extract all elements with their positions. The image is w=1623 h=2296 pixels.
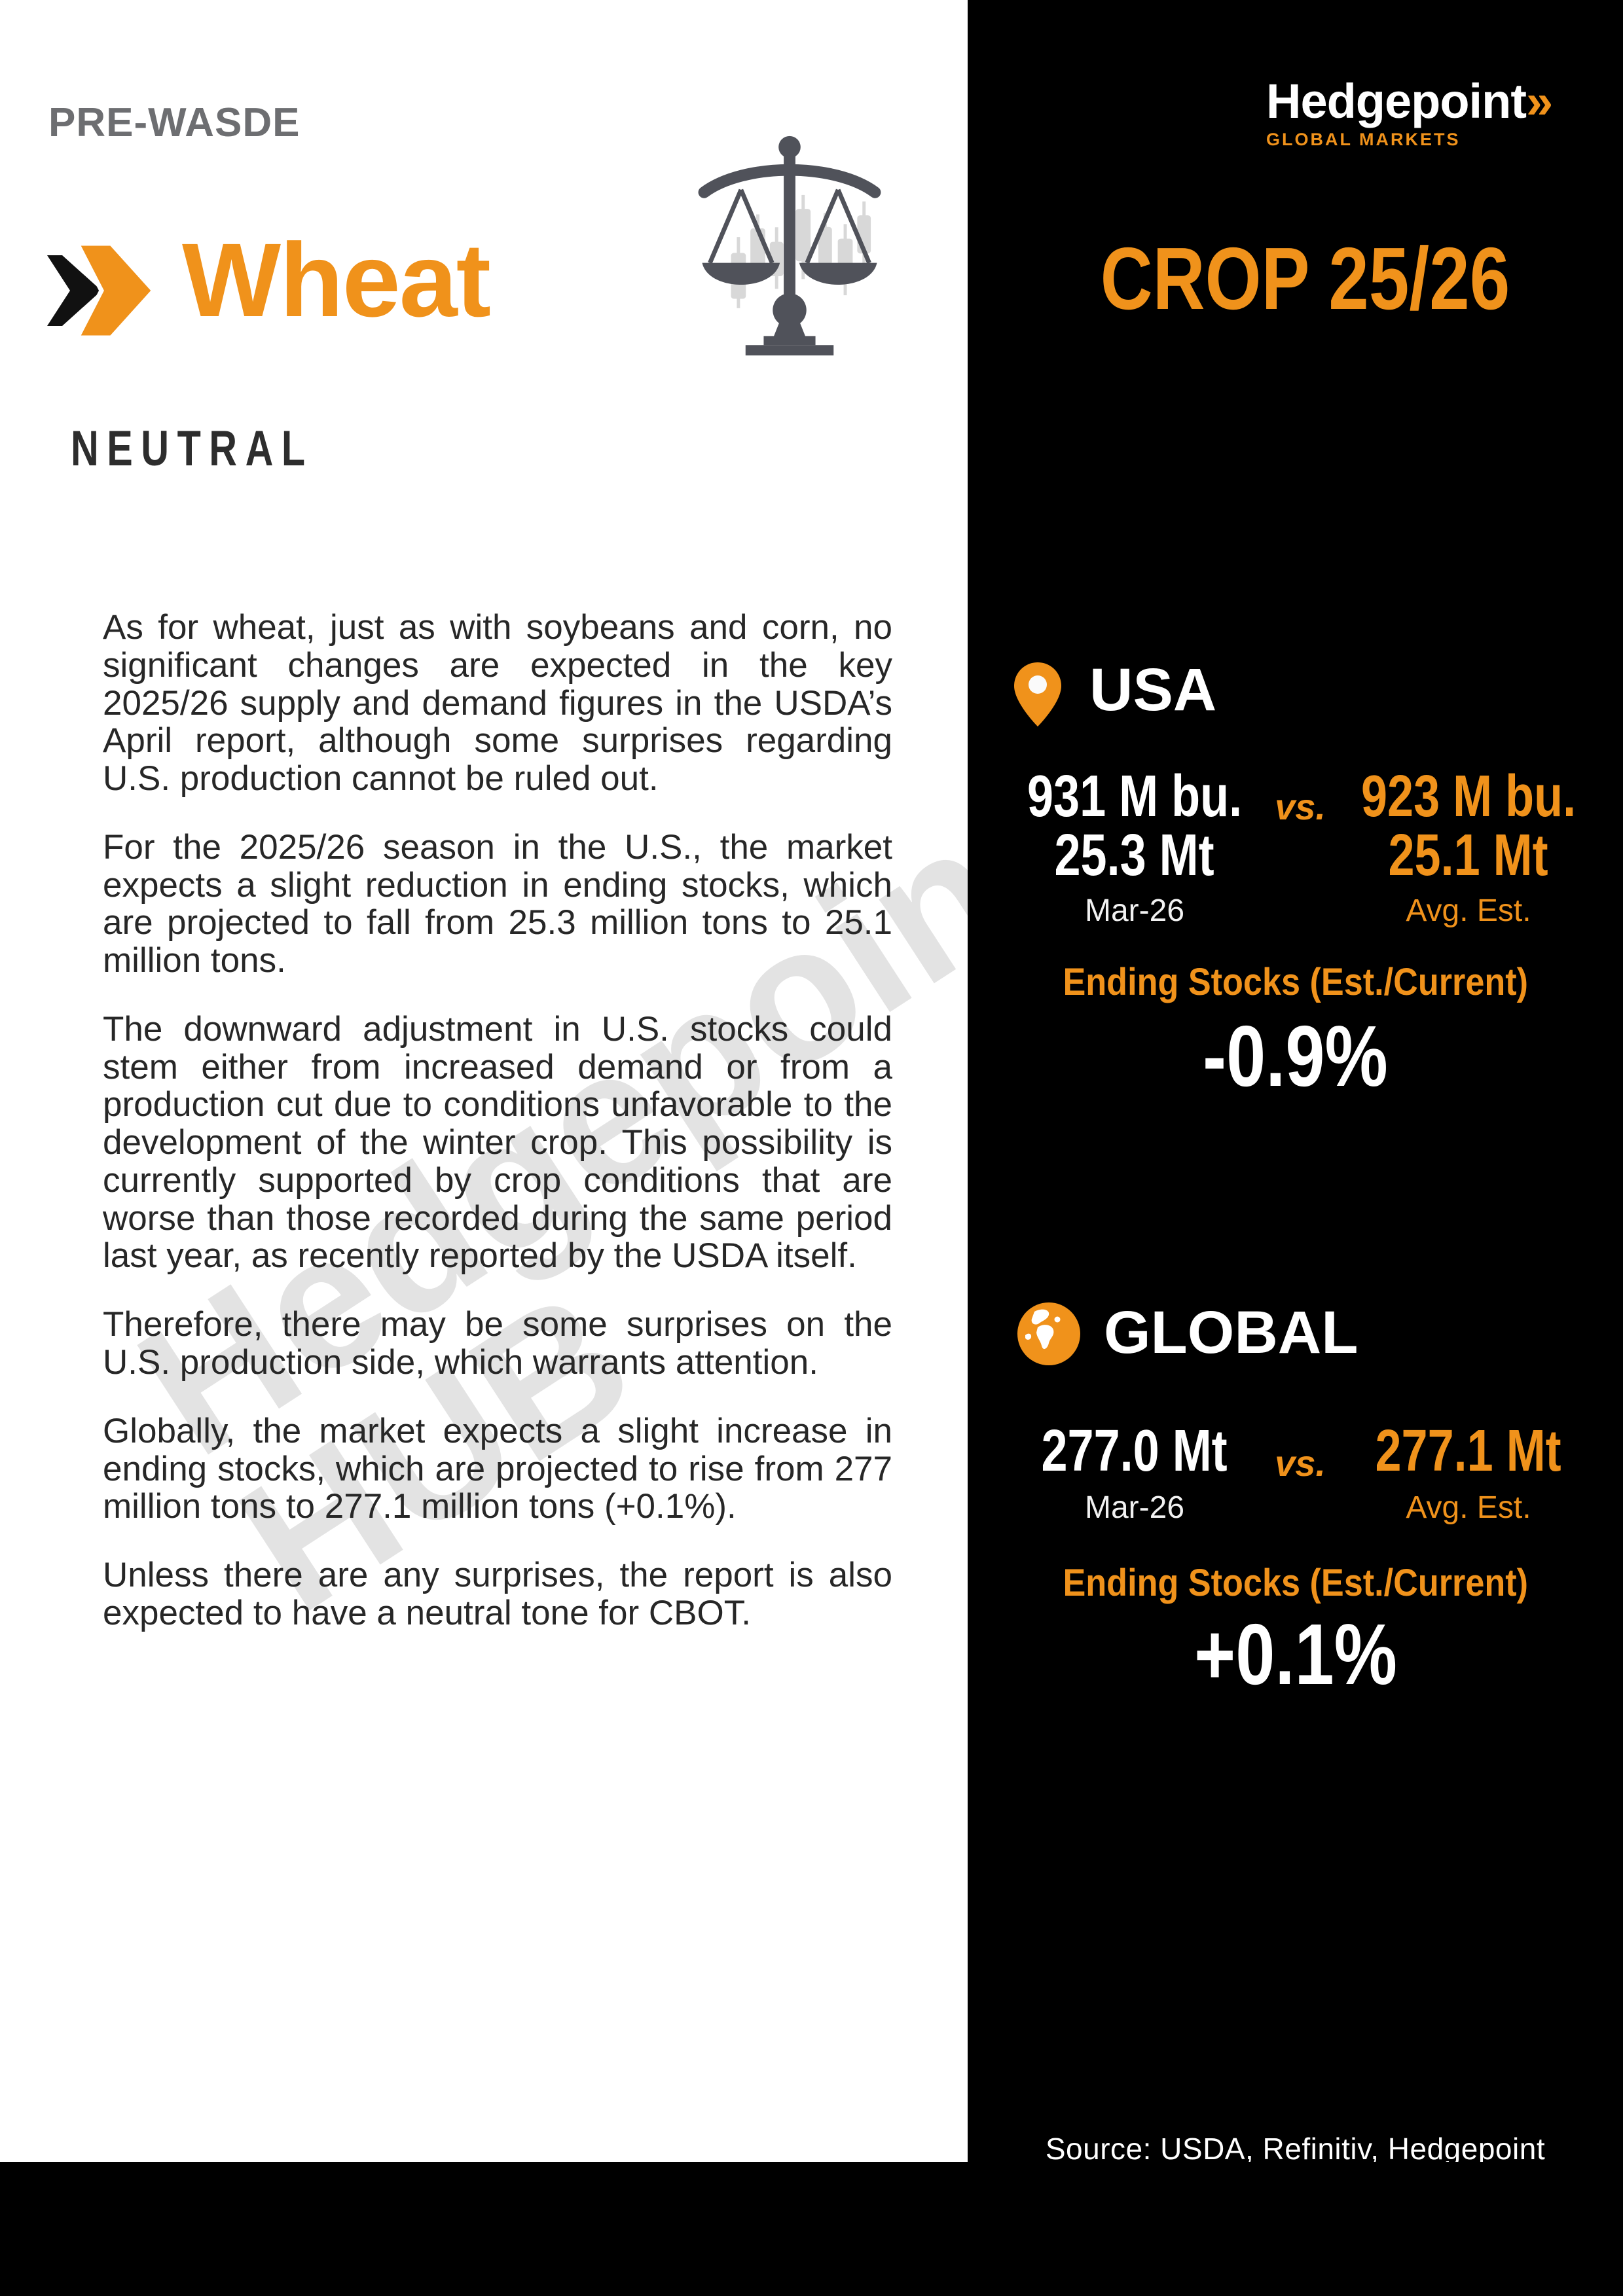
stats-panel: Hedgepoint» GLOBAL MARKETS CROP 25/26 US…	[968, 0, 1623, 2296]
global-ending-stocks-label: Ending Stocks (Est./Current)	[1063, 1562, 1528, 1604]
paragraph-6: Unless there are any surprises, the repo…	[103, 1556, 892, 1632]
global-current-caption: Mar-26	[1084, 1490, 1185, 1525]
usa-estimate-caption: Avg. Est.	[1406, 893, 1531, 928]
logo-chevron-icon: »	[1525, 74, 1553, 128]
location-pin-icon	[1014, 662, 1061, 726]
global-vs-label: vs.	[1275, 1443, 1326, 1484]
usa-estimate-value-mt: 25.1 Mt	[1388, 823, 1549, 888]
paragraph-2: For the 2025/26 season in the U.S., the …	[103, 827, 892, 980]
usa-current-value-bu: 931 M bu.	[1027, 764, 1243, 829]
usa-vs-label: vs.	[1275, 786, 1326, 827]
bottom-bar	[0, 2162, 1623, 2296]
report-body: As for wheat, just as with soybeans and …	[103, 609, 892, 1663]
double-chevron-icon	[47, 242, 157, 340]
balance-scales-icon	[698, 135, 881, 356]
usa-estimate-value-bu: 923 M bu.	[1360, 764, 1577, 829]
source-credit: Source: USDA, Refinitiv, Hedgepoint	[1045, 2132, 1546, 2166]
logo-text: Hedgepoint	[1266, 74, 1527, 128]
global-section-title: GLOBAL	[1104, 1299, 1359, 1366]
page-title: Wheat	[182, 221, 491, 338]
usa-ending-stocks-label: Ending Stocks (Est./Current)	[1063, 961, 1528, 1003]
usa-current-caption: Mar-26	[1084, 893, 1185, 928]
paragraph-5: Globally, the market expects a slight in…	[103, 1411, 892, 1526]
usa-section-title: USA	[1089, 656, 1217, 723]
sentiment-text: NEUTRAL	[71, 421, 314, 476]
usa-ending-stocks-value: -0.9%	[1203, 1008, 1388, 1104]
global-estimate-caption: Avg. Est.	[1406, 1490, 1531, 1525]
paragraph-4: Therefore, there may be some surprises o…	[103, 1305, 892, 1382]
crop-season-label: CROP 25/26	[1100, 229, 1510, 328]
global-current-value: 277.0 Mt	[1041, 1418, 1228, 1484]
logo-wordmark: Hedgepoint»	[1266, 74, 1553, 128]
sentiment-label: NEUTRAL	[71, 424, 382, 474]
logo-subtext: GLOBAL MARKETS	[1266, 130, 1461, 149]
hedgepoint-logo: Hedgepoint» GLOBAL MARKETS	[1266, 74, 1553, 149]
paragraph-3: The downward adjustment in U.S. stocks c…	[103, 1009, 892, 1276]
global-ending-stocks-value: +0.1%	[1194, 1606, 1397, 1702]
global-estimate-value: 277.1 Mt	[1375, 1418, 1562, 1484]
globe-icon	[1017, 1302, 1080, 1365]
main-content: PRE-WASDE Wheat	[47, 100, 892, 1663]
report-kicker: PRE-WASDE	[48, 100, 301, 145]
usa-current-value-mt: 25.3 Mt	[1054, 823, 1215, 888]
paragraph-1: As for wheat, just as with soybeans and …	[103, 608, 892, 798]
